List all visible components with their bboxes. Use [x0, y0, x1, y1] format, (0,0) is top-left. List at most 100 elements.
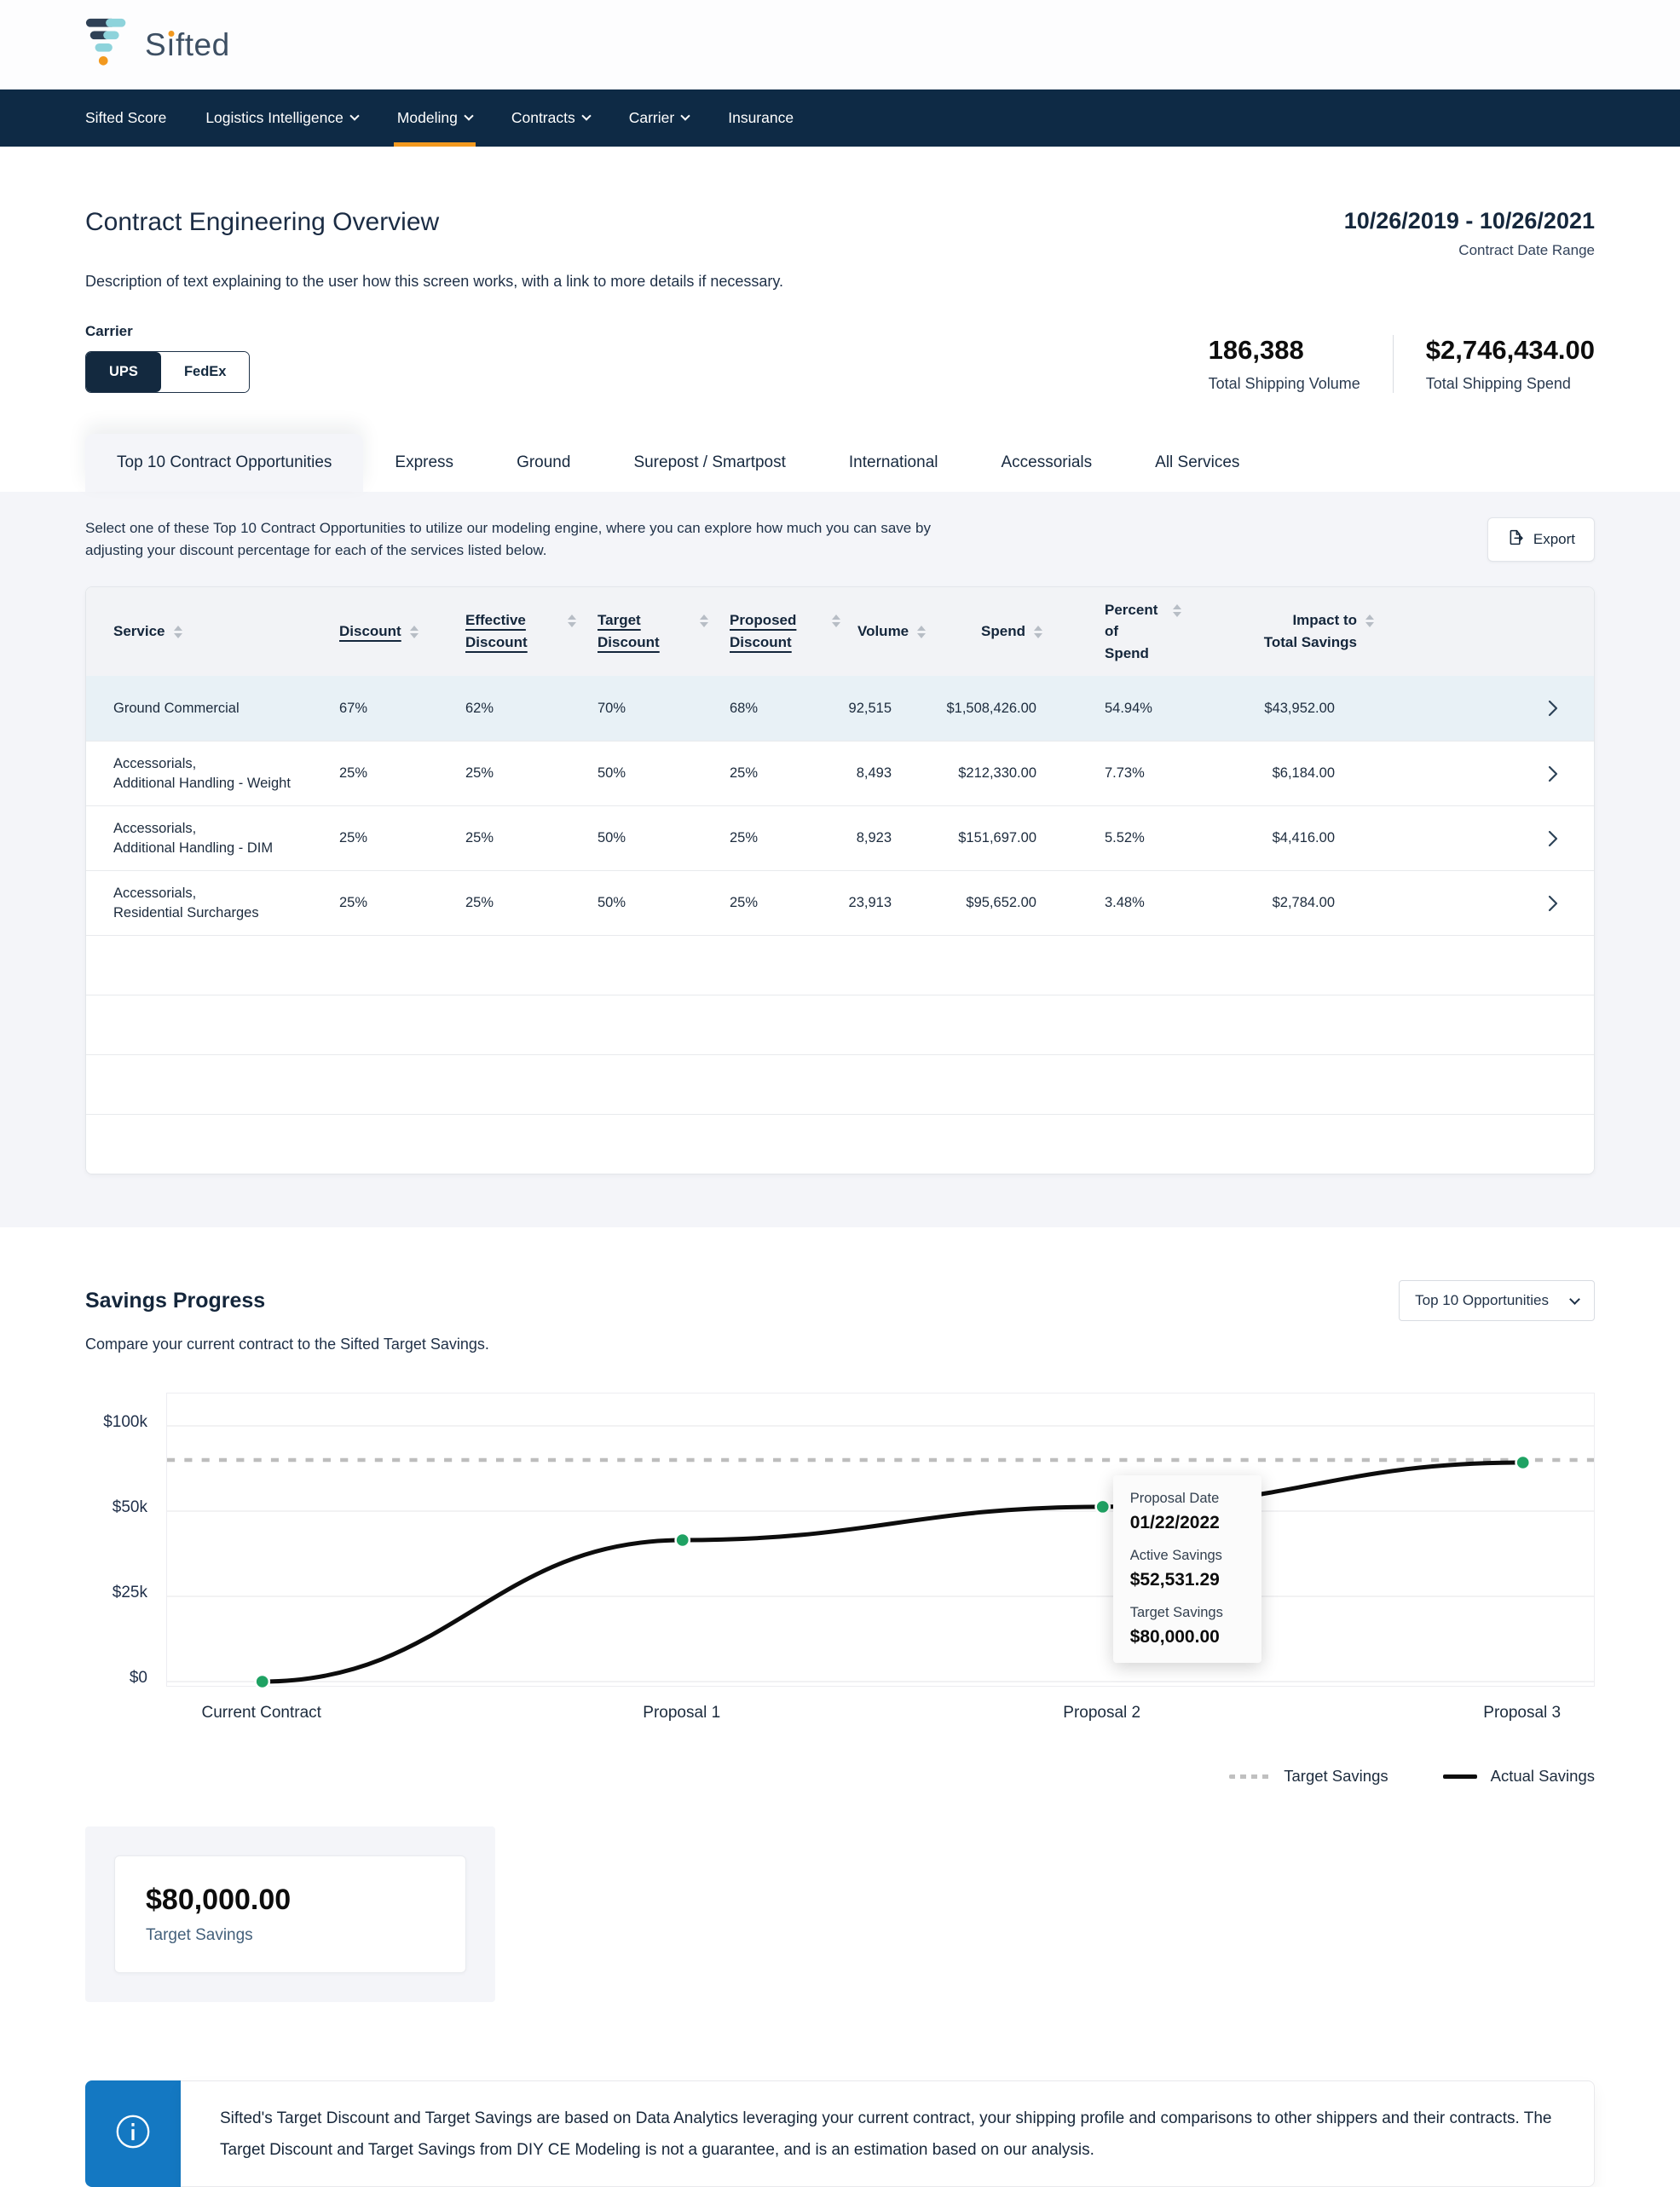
column-header-spend[interactable]: Spend — [981, 609, 1066, 655]
proposed-discount-cell: 25% — [730, 830, 759, 846]
chart-tooltip: Proposal Date 01/22/2022 Active Savings … — [1112, 1475, 1261, 1664]
sort-icon — [409, 626, 419, 639]
effective-discount-cell: 25% — [465, 765, 494, 782]
nav-item-label: Carrier — [628, 109, 675, 126]
effective-discount-cell: 62% — [465, 700, 494, 716]
stat-value: 186,388 — [1208, 335, 1304, 365]
actual-savings-line — [260, 1460, 1526, 1684]
nav-item-label: Contracts — [511, 109, 575, 126]
info-banner: Sifted's Target Discount and Target Savi… — [85, 2080, 1595, 2187]
table-row[interactable]: Ground Commercial 67% 62% 70% 68% 92,515 $1,50… — [86, 676, 1594, 742]
legend-item-actual-savings: Actual Savings — [1442, 1767, 1595, 1786]
column-header-label: Impact to Total Savings — [1263, 612, 1357, 650]
column-header-label: Percent of Spend — [1105, 601, 1158, 661]
opportunities-table: Service Discount Effective Discount Target … — [85, 586, 1595, 1175]
column-header-label: Service — [113, 623, 165, 640]
nav-item-logistics-intelligence[interactable]: Logistics Intelligence — [205, 89, 360, 147]
legend-label: Target Savings — [1284, 1767, 1388, 1786]
chevron-down-icon — [1569, 1293, 1580, 1305]
carrier-option-fedex[interactable]: FedEx — [160, 352, 250, 392]
opportunities-description: Select one of these Top 10 Contract Oppo… — [85, 520, 931, 559]
spend-cell: $1,508,426.00 — [946, 700, 1036, 716]
column-header-volume[interactable]: Volume — [857, 609, 927, 655]
page-description: Description of text explaining to the us… — [85, 273, 784, 290]
nav-item-insurance[interactable]: Insurance — [728, 89, 794, 147]
table-intro: Select one of these Top 10 Contract Oppo… — [85, 517, 1595, 563]
stat-label: Total Shipping Volume — [1208, 375, 1360, 392]
percent-of-spend-cell: 7.73% — [1105, 765, 1145, 782]
effective-discount-cell: 25% — [465, 895, 494, 911]
savings-chart-svg — [167, 1425, 1594, 1688]
brand-logo[interactable]: Sıfted — [85, 17, 230, 72]
spend-cell: $151,697.00 — [958, 830, 1036, 846]
chevron-right-icon — [1548, 895, 1594, 912]
chevron-down-icon — [349, 111, 360, 121]
x-tick-label: Current Contract — [201, 1704, 321, 1722]
tab-top-10-contract-opportunities[interactable]: Top 10 Contract Opportunities — [85, 434, 364, 492]
page-title: Contract Engineering Overview — [85, 208, 440, 236]
tooltip-date-value: 01/22/2022 — [1129, 1513, 1220, 1533]
tab-accessorials[interactable]: Accessorials — [1001, 453, 1093, 471]
opportunities-section: Select one of these Top 10 Contract Oppo… — [0, 492, 1680, 1228]
sort-icon — [917, 626, 927, 639]
tab-all-services[interactable]: All Services — [1155, 453, 1240, 471]
chevron-down-icon — [464, 111, 474, 121]
page-header: Contract Engineering Overview 10/26/2019… — [85, 208, 1595, 259]
data-point-marker[interactable] — [1094, 1498, 1111, 1515]
stat-total-shipping-volume: 186,388 Total Shipping Volume — [1176, 335, 1394, 393]
y-axis-labels: $0 $25k $50k $100k — [85, 1393, 166, 1687]
table-header-row: Service Discount Effective Discount Target … — [86, 586, 1594, 677]
brand-logo-icon — [85, 17, 133, 72]
nav-item-contracts[interactable]: Contracts — [511, 89, 592, 147]
volume-cell: 8,923 — [856, 830, 892, 846]
chart-legend: Target Savings Actual Savings — [85, 1767, 1595, 1786]
nav-item-label: Sifted Score — [85, 109, 167, 126]
data-point-marker[interactable] — [1515, 1454, 1532, 1471]
impact-cell: $43,952.00 — [1264, 700, 1335, 716]
impact-cell: $6,184.00 — [1272, 765, 1335, 782]
y-tick-label: $25k — [112, 1584, 147, 1602]
table-row[interactable]: Accessorials, Residential Surcharges 25% 25… — [86, 870, 1594, 936]
column-header-proposed-discount[interactable]: Proposed Discount — [730, 597, 857, 665]
x-tick-label: Proposal 1 — [643, 1704, 721, 1722]
target-savings-panel: $80,000.00 Target Savings — [85, 1826, 495, 2003]
column-header-impact-to-total-savings[interactable]: Impact to Total Savings — [1263, 597, 1377, 665]
info-note-content: Sifted's Target Discount and Target Savi… — [220, 2109, 1552, 2159]
tab-international[interactable]: International — [848, 453, 938, 471]
info-icon — [113, 2112, 153, 2155]
discount-cell: 67% — [339, 700, 368, 716]
discount-cell: 25% — [339, 830, 368, 846]
column-header-effective-discount[interactable]: Effective Discount — [465, 597, 598, 665]
carrier-option-ups[interactable]: UPS — [86, 352, 161, 392]
table-row[interactable]: Accessorials, Additional Handling - Weigh… — [86, 741, 1594, 806]
column-header-label: Volume — [857, 623, 909, 640]
column-header-service[interactable]: Service — [113, 609, 339, 655]
tooltip-active-savings-value: $52,531.29 — [1129, 1570, 1220, 1590]
nav-item-label: Modeling — [396, 109, 458, 126]
service-tabs: Top 10 Contract Opportunities Express Grou… — [85, 434, 1595, 492]
nav-item-carrier[interactable]: Carrier — [628, 89, 690, 147]
nav-item-sifted-score[interactable]: Sifted Score — [85, 89, 166, 147]
export-label: Export — [1533, 531, 1575, 547]
data-point-marker[interactable] — [674, 1532, 691, 1549]
stat-label: Total Shipping Spend — [1425, 375, 1571, 392]
dashed-line-swatch — [1229, 1774, 1271, 1779]
opportunities-filter-dropdown[interactable]: Top 10 Opportunities — [1399, 1280, 1595, 1322]
nav-item-modeling[interactable]: Modeling — [393, 89, 476, 147]
column-header-label: Effective Discount — [465, 612, 528, 650]
export-button[interactable]: Export — [1487, 517, 1595, 562]
table-row-empty — [86, 1114, 1594, 1174]
tab-express[interactable]: Express — [395, 453, 454, 471]
volume-cell: 23,913 — [848, 895, 892, 911]
column-header-target-discount[interactable]: Target Discount — [598, 597, 730, 665]
data-point-marker[interactable] — [254, 1673, 271, 1688]
column-header-discount[interactable]: Discount — [339, 609, 465, 655]
percent-of-spend-cell: 54.94% — [1105, 700, 1152, 716]
tab-ground[interactable]: Ground — [517, 453, 571, 471]
column-header-percent-of-spend[interactable]: Percent of Spend — [1066, 587, 1181, 677]
sort-icon — [1365, 615, 1374, 628]
table-row[interactable]: Accessorials, Additional Handling - DIM 25… — [86, 805, 1594, 871]
brand-wordmark: Sıfted — [145, 26, 230, 62]
column-header-label: Target Discount — [598, 612, 660, 650]
tab-surepost-smartpost[interactable]: Surepost / Smartpost — [633, 453, 786, 471]
